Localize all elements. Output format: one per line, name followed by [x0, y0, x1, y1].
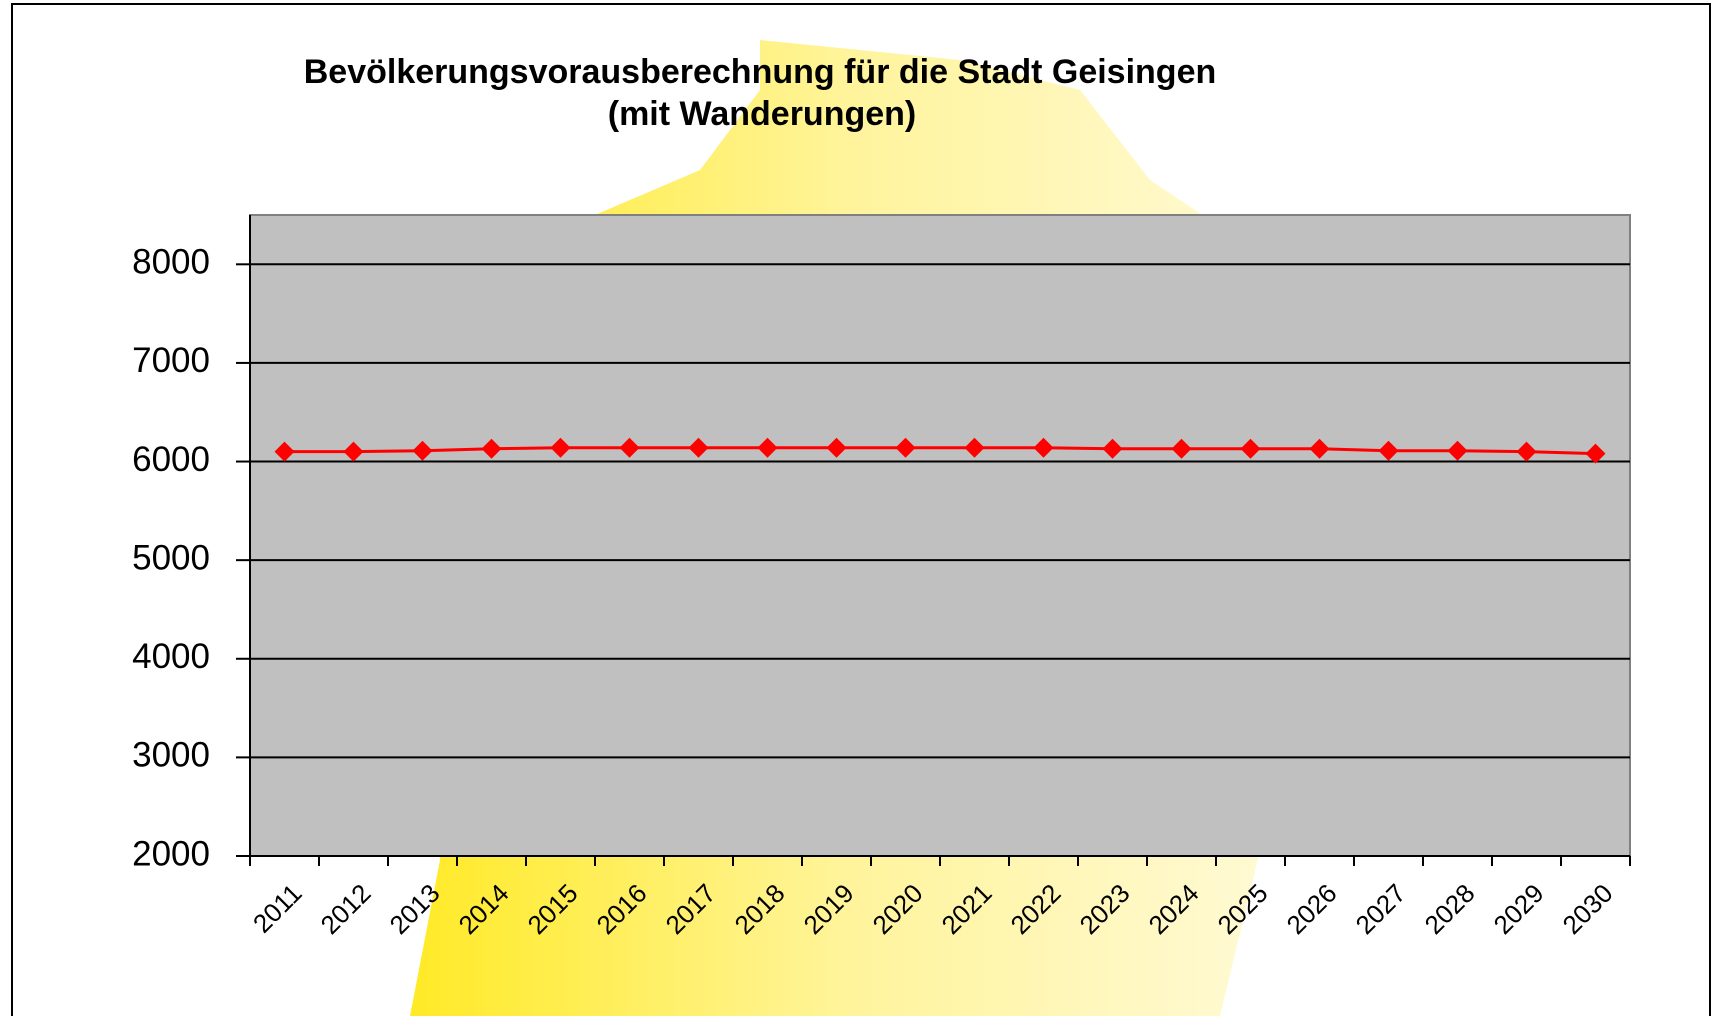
marker	[1585, 443, 1606, 464]
y-tick-label: 3000	[132, 736, 210, 775]
marker	[274, 441, 295, 462]
marker	[826, 437, 847, 458]
marker	[550, 437, 571, 458]
marker	[412, 440, 433, 461]
marker	[895, 437, 916, 458]
marker	[1171, 438, 1192, 459]
marker	[1102, 438, 1123, 459]
marker	[1309, 438, 1330, 459]
marker	[1378, 440, 1399, 461]
marker	[1240, 438, 1261, 459]
y-tick-label: 8000	[132, 243, 210, 282]
chart-subtitle: (mit Wanderungen)	[608, 95, 917, 133]
y-tick-label: 5000	[132, 538, 210, 577]
marker	[619, 437, 640, 458]
marker	[1447, 440, 1468, 461]
y-tick-label: 7000	[132, 341, 210, 380]
marker	[1516, 441, 1537, 462]
chart-title: Bevölkerungsvorausberechnung für die Sta…	[304, 53, 1217, 91]
marker	[343, 441, 364, 462]
marker	[964, 437, 985, 458]
series-line	[284, 446, 1596, 456]
marker	[481, 438, 502, 459]
marker	[1033, 437, 1054, 458]
y-tick-label: 6000	[132, 440, 210, 479]
plot-area	[249, 214, 1631, 857]
marker	[757, 437, 778, 458]
y-tick-label: 2000	[132, 834, 210, 873]
marker	[688, 437, 709, 458]
y-tick-label: 4000	[132, 637, 210, 676]
